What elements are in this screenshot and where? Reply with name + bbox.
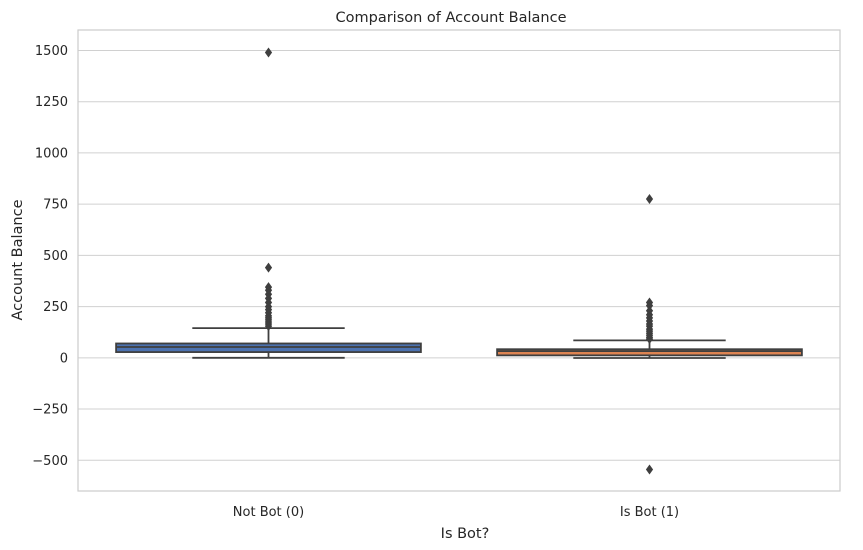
grid-lines [78, 49, 840, 461]
plot-frame [77, 29, 841, 492]
y-tick-label: 1250 [35, 95, 68, 110]
y-tick-label: 750 [43, 198, 68, 213]
outlier-point [645, 300, 654, 311]
outlier-point [264, 262, 273, 273]
outlier-point [264, 47, 273, 58]
y-tick-label: 1500 [35, 44, 68, 59]
box-group [496, 194, 803, 475]
box-group [115, 47, 422, 359]
y-tick-label: −500 [32, 454, 68, 469]
x-tick-labels: Not Bot (0) Is Bot (1) [233, 505, 679, 520]
y-tick-label: 0 [60, 351, 68, 366]
x-tick-label: Is Bot (1) [620, 505, 679, 520]
iqr-box [496, 348, 803, 357]
y-tick-labels: −500 −250 0 250 500 750 1000 1250 1500 [32, 44, 68, 469]
y-axis-label: Account Balance [10, 199, 26, 320]
outlier-point [645, 333, 654, 344]
y-tick-label: 250 [43, 300, 68, 315]
x-axis-label: Is Bot? [441, 526, 490, 542]
y-tick-label: 1000 [35, 146, 68, 161]
x-tick-label: Not Bot (0) [233, 505, 304, 520]
outlier-point [645, 464, 654, 475]
chart-title: Comparison of Account Balance [336, 10, 567, 26]
box-series [115, 47, 803, 475]
outlier-point [264, 321, 273, 332]
y-tick-label: −250 [32, 403, 68, 418]
outlier-point [645, 194, 654, 205]
y-tick-label: 500 [43, 249, 68, 264]
